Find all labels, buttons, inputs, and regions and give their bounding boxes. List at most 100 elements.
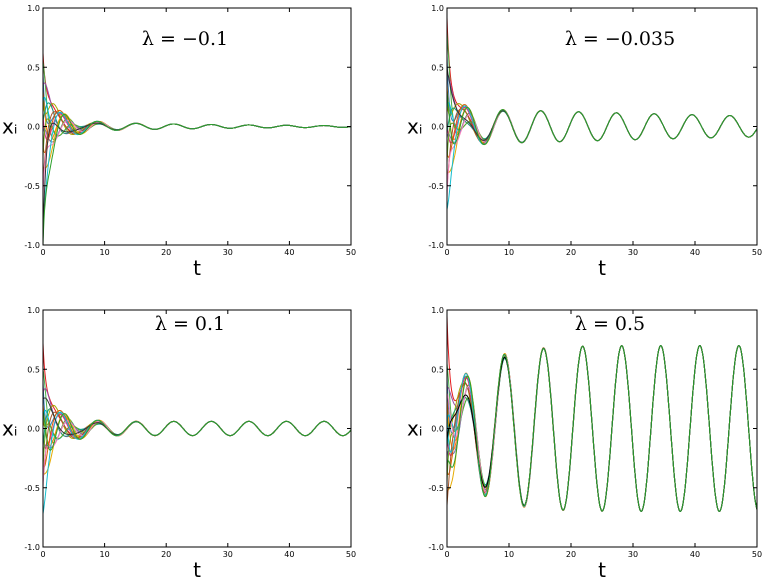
series-line-6 [447,345,757,512]
x-tick-label: 10 [100,550,110,559]
series-line-8 [447,345,757,512]
x-tick-label: 20 [566,550,576,559]
series-line-10 [43,410,351,468]
series-line-1 [447,345,757,512]
y-tick-label: -0.5 [24,182,40,191]
x-tick-label: 0 [40,550,45,559]
series-line-6 [43,96,351,137]
x-tick-label: 30 [223,248,233,257]
x-tick-label: 50 [752,248,762,257]
x-tick-label: 40 [284,248,294,257]
y-tick-label: 0.0 [27,123,40,132]
y-tick-label: -1.0 [428,543,444,552]
y-tick-label: -0.5 [428,182,444,191]
series-line-12 [43,413,351,477]
series-line-13 [43,111,351,180]
x-axis-label: t [193,558,201,581]
y-tick-label: -0.5 [428,484,444,493]
x-tick-label: 0 [444,248,449,257]
series-line-17 [43,410,351,451]
series-line-12 [447,345,757,512]
chart-title: λ = −0.1 [142,28,228,50]
chart-panel-3: 0 10 20 30 40 50 1.0 0.5 0.0 -0.5 -1.0 t xᵢ λ = 0.5 [407,306,762,581]
series-line-16 [447,67,757,143]
series-line-2 [447,345,757,512]
y-tick-label: 0.0 [431,425,444,434]
series-group [447,315,757,512]
x-axis-label: t [598,558,606,581]
x-tick-label: 30 [628,550,638,559]
series-line-14 [43,420,351,488]
series-line-3 [447,72,757,143]
y-tick-label: 1.0 [27,4,40,13]
y-tick-label: -1.0 [24,543,40,552]
series-line-1 [43,369,351,444]
series-line-16 [43,122,351,240]
series-line-9 [447,345,757,512]
x-tick-label: 40 [690,550,700,559]
y-tick-label: -0.5 [24,484,40,493]
x-tick-label: 10 [504,248,514,257]
series-line-0 [43,52,351,134]
y-tick-label: 0.5 [27,63,40,72]
chart-panel-1: 0 10 20 30 40 50 1.0 0.5 0.0 -0.5 -1.0 t xᵢ λ = −0.03… [407,4,762,280]
x-tick-label: 50 [346,550,356,559]
series-line-10 [447,345,757,512]
chart-title: λ = −0.035 [565,28,675,50]
series-line-14 [447,345,757,512]
series-line-17 [43,113,351,245]
series-line-12 [447,107,757,175]
x-tick-label: 20 [161,248,171,257]
x-tick-label: 10 [504,550,514,559]
chart-panel-0: 0 10 20 30 40 50 1.0 0.5 0.0 -0.5 -1.0 t xᵢ λ = −0.1 [2,4,356,280]
x-tick-label: 20 [161,550,171,559]
series-line-0 [43,343,351,438]
series-line-12 [43,113,351,169]
x-tick-label: 40 [690,248,700,257]
series-line-10 [447,104,757,158]
series-group [43,52,351,245]
chart-panel-2: 0 10 20 30 40 50 1.0 0.5 0.0 -0.5 -1.0 t xᵢ λ = 0.1 [2,306,356,581]
y-axis-label: xᵢ [2,417,17,441]
y-tick-label: -1.0 [428,241,444,250]
chart-title: λ = 0.5 [575,313,645,335]
series-line-7 [447,345,757,512]
series-line-4 [447,345,757,512]
x-tick-label: 30 [628,248,638,257]
series-line-0 [447,315,757,512]
x-tick-label: 0 [40,248,45,257]
y-tick-label: 0.5 [27,365,40,374]
x-tick-label: 40 [284,550,294,559]
x-axis-label: t [598,256,606,280]
series-line-15 [447,345,757,512]
x-axis-label: t [193,256,201,280]
series-line-13 [447,345,757,512]
series-line-15 [447,105,757,210]
y-tick-label: 1.0 [431,306,444,315]
y-tick-label: 1.0 [431,4,444,13]
series-line-17 [447,345,757,512]
x-tick-label: 0 [444,550,449,559]
chart-title: λ = 0.1 [155,313,225,335]
y-tick-label: 0.5 [431,63,444,72]
series-line-16 [447,345,757,512]
x-tick-label: 50 [346,248,356,257]
series-line-10 [43,109,351,153]
series-line-13 [447,108,757,186]
series-line-5 [447,345,757,512]
series-group [43,343,351,514]
x-tick-label: 30 [223,550,233,559]
y-tick-label: 0.0 [27,425,40,434]
y-axis-label: xᵢ [407,115,422,139]
series-line-17 [447,90,757,145]
y-tick-label: -1.0 [24,241,40,250]
series-line-2 [447,55,757,145]
series-line-4 [447,84,757,145]
series-line-14 [447,109,757,198]
series-group [447,17,757,210]
y-axis-label: xᵢ [407,417,422,441]
series-line-13 [43,411,351,482]
series-line-14 [43,119,351,198]
x-tick-label: 20 [566,248,576,257]
